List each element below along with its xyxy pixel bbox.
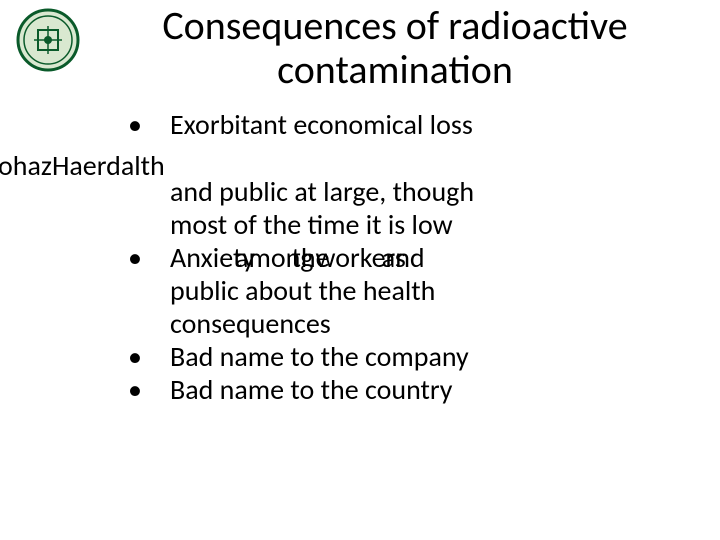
bullet-3-continuation-1: public about the health: [0, 274, 700, 307]
bullet-3-continuation-2: consequences: [0, 307, 700, 340]
bullet-1: • Exorbitant economical loss: [0, 108, 700, 141]
bullet-text: Exorbitant economical loss: [170, 108, 700, 141]
slide-title: Consequences of radioactive contaminatio…: [90, 4, 700, 92]
bullet-text: consequences: [170, 307, 700, 340]
bullet-text-overlapped: Anxietyamongtheworkersand: [170, 241, 700, 274]
bullet-5: • Bad name to the country: [0, 373, 700, 406]
logo-svg: [16, 8, 80, 72]
slide-body: • Exorbitant economical loss and public …: [0, 108, 700, 406]
bullet-text: Bad name to the country: [170, 373, 700, 406]
bullet-marker: •: [0, 340, 170, 373]
bullet-text: Bad name to the company: [170, 340, 700, 373]
bullet-2-continuation-2: most of the time it is low: [0, 208, 700, 241]
bullet-marker: •: [0, 373, 170, 406]
word: and: [382, 241, 425, 274]
blank-line: [0, 141, 700, 175]
bullet-2-continuation-1: and public at large, though: [0, 175, 700, 208]
bullet-3: • Anxietyamongtheworkersand: [0, 241, 700, 274]
bullet-text: and public at large, though: [170, 175, 700, 208]
institution-logo: [16, 8, 80, 72]
slide: Consequences of radioactive contaminatio…: [0, 0, 720, 540]
bullet-text: most of the time it is low: [170, 208, 700, 241]
bullet-4: • Bad name to the company: [0, 340, 700, 373]
bullet-marker: •: [0, 241, 170, 274]
bullet-marker: •: [0, 108, 170, 141]
bullet-text: public about the health: [170, 274, 700, 307]
